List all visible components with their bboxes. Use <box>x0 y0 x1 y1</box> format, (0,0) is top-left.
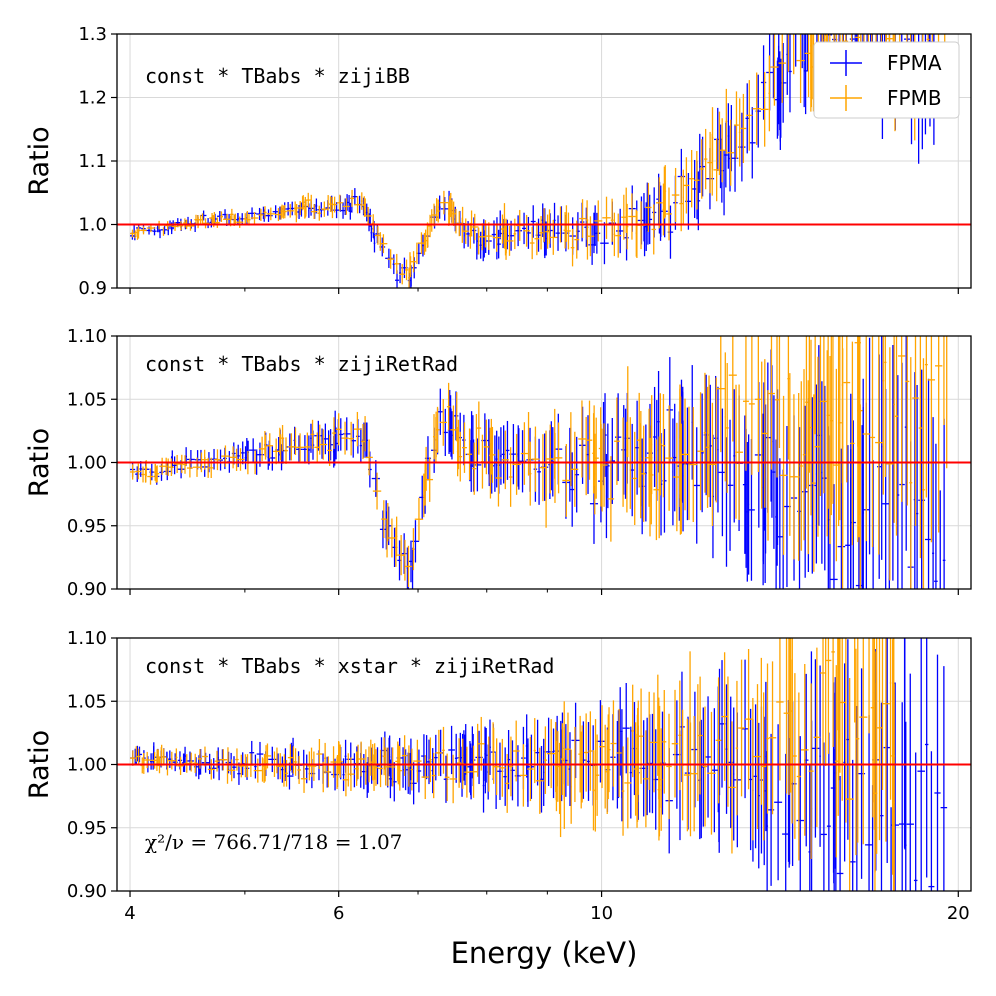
y-axis-label-2: Ratio <box>24 428 55 497</box>
x-axis-label: Energy (keV) <box>451 936 638 970</box>
y-tick-label: 0.9 <box>78 278 107 299</box>
x-tick-label: 6 <box>333 903 344 924</box>
data-layer-3 <box>130 638 948 891</box>
legend-label-fpma: FPMA <box>887 51 942 75</box>
y-tick-label: 0.95 <box>67 818 107 839</box>
y-tick-label: 1.10 <box>67 628 107 649</box>
y-axis-label-3: Ratio <box>24 730 55 799</box>
y-tick-label: 1.0 <box>78 215 107 236</box>
model-label-3: const * TBabs * xstar * zijiRetRad <box>145 654 554 678</box>
y-axis-label-1: Ratio <box>24 126 55 195</box>
y-tick-label: 0.90 <box>67 881 107 902</box>
y-tick-label: 1.2 <box>78 88 107 109</box>
x-tick-label: 20 <box>947 903 970 924</box>
y-tick-label: 1.05 <box>67 691 107 712</box>
y-tick-label: 1.3 <box>78 24 107 45</box>
y-tick-label: 0.95 <box>67 516 107 537</box>
x-tick-label: 4 <box>124 903 135 924</box>
y-tick-label: 1.00 <box>67 453 107 474</box>
panel-3: 0.90 0.95 1.00 1.05 1.10 4 6 10 20 Ratio const * T… <box>24 628 972 924</box>
chi-square-annotation: χ²/ν = 766.71/718 = 1.07 <box>145 830 402 854</box>
y-tick-label: 0.90 <box>67 579 107 600</box>
legend-frame <box>813 41 960 119</box>
y-tick-label: 1.00 <box>67 755 107 776</box>
y-tick-label: 1.05 <box>67 389 107 410</box>
x-tick-label: 10 <box>590 903 613 924</box>
legend: FPMA FPMB <box>813 41 960 119</box>
y-tick-label: 1.10 <box>67 326 107 347</box>
model-label-2: const * TBabs * zijiRetRad <box>145 352 458 376</box>
panel-1: 0.9 1.0 1.1 1.2 1.3 Ratio const * TBabs * ziji… <box>24 24 972 299</box>
panel-2: 0.90 0.95 1.00 1.05 1.10 Ratio const * TBabs *… <box>24 326 972 600</box>
legend-label-fpmb: FPMB <box>887 86 942 110</box>
data-layer-2 <box>130 336 948 589</box>
y-tick-label: 1.1 <box>78 151 107 172</box>
model-label-1: const * TBabs * zijiBB <box>145 64 410 88</box>
